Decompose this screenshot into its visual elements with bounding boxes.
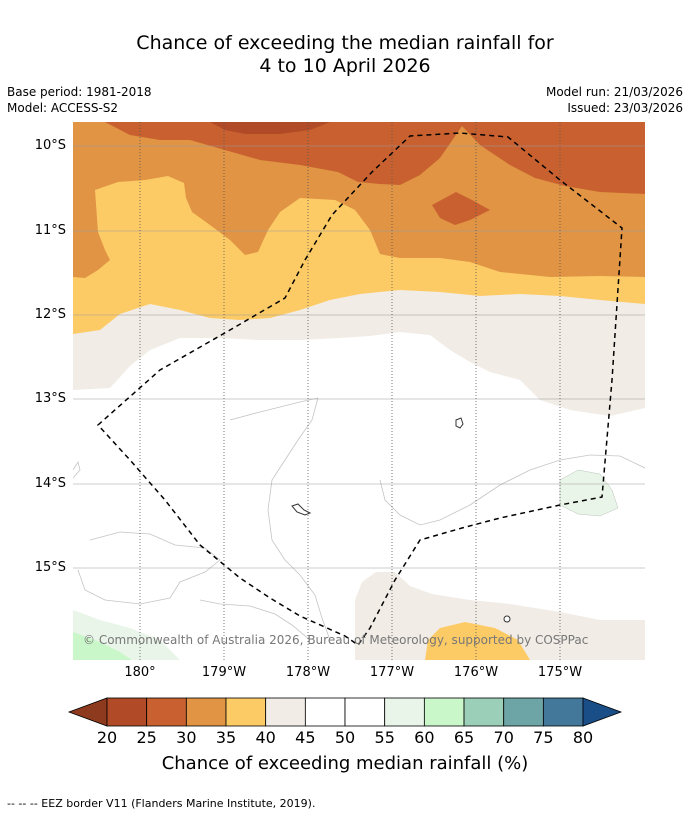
- colorbar-tick-label: 30: [176, 728, 197, 747]
- model-name: Model: ACCESS-S2: [7, 101, 119, 115]
- island-shape: [455, 417, 464, 429]
- colorbar-tick-label: 45: [295, 728, 316, 747]
- lon-label-176w: 176°W: [453, 665, 499, 680]
- lat-label-15s: 15°S: [34, 560, 66, 575]
- colorbar-tick-label: 65: [453, 728, 475, 747]
- colorbar-bin: [542, 697, 584, 727]
- latitude-grid: [73, 145, 645, 569]
- colorbar-label: Chance of exceeding median rainfall (%): [161, 753, 529, 774]
- colorbar-tick-label: 50: [334, 728, 356, 747]
- lon-label-177w: 177°W: [369, 665, 415, 680]
- colorbar-bin: [503, 697, 544, 727]
- colorbar-tick-label: 35: [215, 728, 237, 747]
- colorbar-bin: [106, 697, 148, 727]
- lat-label-13s: 13°S: [34, 391, 66, 406]
- colorbar-bin: [423, 697, 465, 727]
- colorbar-bin: [265, 697, 306, 727]
- colorbar-tick-label: 70: [493, 728, 514, 747]
- colorbar-bin: [225, 697, 267, 727]
- colorbar-bin: [304, 697, 346, 727]
- zone-30-35: [73, 122, 645, 278]
- colorbar-tick-label: 60: [414, 728, 435, 747]
- colorbar-tick-label: 55: [374, 728, 395, 747]
- colorbar-tick-label: 75: [533, 728, 554, 747]
- zone-20-25: [210, 122, 330, 134]
- zone-45-50-south: [355, 572, 645, 660]
- colorbar-under-arrow: [67, 697, 108, 727]
- zone-35-40-south: [425, 622, 530, 660]
- map-title-line1: Chance of exceeding the median rainfall …: [136, 32, 554, 54]
- zone-25-30: [105, 122, 645, 194]
- copyright-notice: © Commonwealth of Australia 2026, Bureau…: [83, 633, 589, 647]
- lat-label-12s: 12°S: [34, 307, 66, 322]
- lon-label-180: 180°: [124, 665, 156, 680]
- lat-label-10s: 10°S: [34, 138, 66, 153]
- rainfall-probability-map: [73, 122, 645, 660]
- colorbar-bin: [344, 697, 386, 727]
- zone-60-65-sw: [73, 632, 132, 660]
- model-run: Model run: 21/03/2026: [545, 85, 683, 99]
- colorbar-bin: [463, 697, 505, 727]
- base-period: Base period: 1981-2018: [7, 85, 152, 99]
- colorbar-tick-label: 40: [255, 728, 276, 747]
- colorbar-tick-label: 25: [136, 728, 157, 747]
- lat-label-11s: 11°S: [34, 223, 66, 238]
- island-dot: [503, 615, 511, 623]
- lon-label-178w: 178°W: [285, 665, 331, 680]
- lon-label-175w: 175°W: [537, 665, 583, 680]
- colorbar-bin: [185, 697, 227, 727]
- contour-lines: [73, 397, 645, 641]
- lon-label-179w: 179°W: [201, 665, 247, 680]
- colorbar-bin: [146, 697, 187, 727]
- colorbar-tick-label: 80: [572, 728, 594, 747]
- lat-label-14s: 14°S: [34, 476, 66, 491]
- eez-border: [96, 132, 623, 647]
- colorbar: [67, 697, 623, 727]
- issued-date: Issued: 23/03/2026: [567, 101, 683, 115]
- island-shape-2: [291, 503, 312, 516]
- map-title-line2: 4 to 10 April 2026: [259, 55, 431, 77]
- colorbar-bin: [384, 697, 425, 727]
- eez-legend-note: -- -- -- EEZ border V11 (Flanders Marine…: [7, 797, 316, 810]
- colorbar-over-arrow: [582, 697, 623, 727]
- zone-25-30-patch: [432, 192, 490, 225]
- colorbar-tick-label: 20: [96, 728, 118, 747]
